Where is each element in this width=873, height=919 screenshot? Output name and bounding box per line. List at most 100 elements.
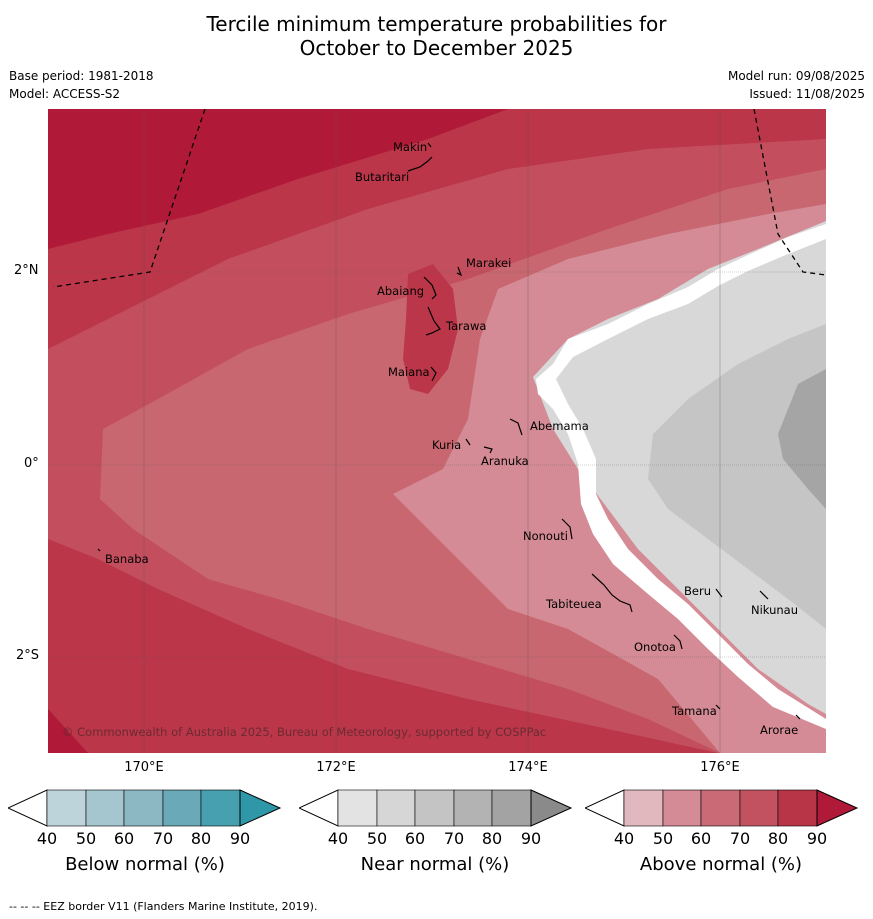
cbar-near-title: Near normal (%) bbox=[360, 854, 510, 875]
island-tabiteuea bbox=[591, 573, 633, 613]
label-onotoa: Onotoa bbox=[634, 640, 676, 654]
island-abemama bbox=[509, 418, 523, 436]
lat-label-0: 0° bbox=[24, 456, 39, 471]
white-boundary bbox=[536, 224, 826, 729]
lon-label-174e: 174°E bbox=[508, 760, 548, 775]
cbar-above-tick-40: 40 bbox=[613, 829, 635, 848]
cbar-below-tick-60: 60 bbox=[113, 829, 135, 848]
cbar-near-tick-60: 60 bbox=[404, 829, 426, 848]
cbar-below-title: Below normal (%) bbox=[65, 854, 225, 875]
copyright-notice: © Commonwealth of Australia 2025, Bureau… bbox=[62, 725, 547, 739]
region-above-90-south bbox=[48, 709, 88, 753]
island-maiana bbox=[430, 366, 437, 382]
island-nikunau bbox=[759, 590, 769, 600]
label-arorae: Arorae bbox=[760, 723, 798, 737]
label-marakei: Marakei bbox=[466, 256, 511, 270]
cbar-above-min-arrow bbox=[585, 789, 625, 827]
island-makin bbox=[427, 142, 432, 148]
cbar-below-tick-70: 70 bbox=[152, 829, 174, 848]
cbar-below-tick-50: 50 bbox=[75, 829, 97, 848]
colorbar-near-normal bbox=[299, 789, 573, 827]
label-beru: Beru bbox=[684, 584, 711, 598]
cbar-above-tick-80: 80 bbox=[767, 829, 789, 848]
island-tarawa bbox=[425, 306, 441, 336]
label-tamana: Tamana bbox=[671, 704, 717, 718]
cbar-near-tick-80: 80 bbox=[481, 829, 503, 848]
label-maiana: Maiana bbox=[388, 365, 430, 379]
island-marakei bbox=[456, 266, 463, 277]
label-butaritari: Butaritari bbox=[355, 170, 409, 184]
cbar-below-tick-80: 80 bbox=[190, 829, 212, 848]
island-tamana bbox=[715, 704, 721, 710]
cbar-above-tick-90: 90 bbox=[806, 829, 828, 848]
base-period: Base period: 1981-2018 bbox=[9, 69, 154, 83]
cbar-near-tick-70: 70 bbox=[443, 829, 465, 848]
cbar-near-tick-40: 40 bbox=[327, 829, 349, 848]
label-nonouti: Nonouti bbox=[523, 529, 568, 543]
label-nikunau: Nikunau bbox=[751, 603, 798, 617]
cbar-below-seg-3 bbox=[162, 789, 202, 827]
issued-date: Issued: 11/08/2025 bbox=[749, 87, 865, 101]
region-near-50 bbox=[648, 324, 826, 629]
lat-label-2n: 2°N bbox=[14, 263, 39, 278]
cbar-near-seg-4 bbox=[491, 789, 532, 827]
title-line-1: Tercile minimum temperature probabilitie… bbox=[206, 12, 667, 36]
lon-label-170e: 170°E bbox=[124, 760, 164, 775]
island-onotoa bbox=[673, 634, 683, 650]
label-abemama: Abemama bbox=[530, 419, 589, 433]
region-near-60 bbox=[778, 369, 826, 509]
cbar-above-title: Above normal (%) bbox=[639, 854, 803, 875]
cbar-below-seg-1 bbox=[85, 789, 125, 827]
model-run: Model run: 09/08/2025 bbox=[727, 69, 865, 83]
cbar-near-seg-3 bbox=[453, 789, 493, 827]
cbar-below-seg-4 bbox=[200, 789, 241, 827]
cbar-below-seg-0 bbox=[46, 789, 87, 827]
cbar-near-seg-0 bbox=[337, 789, 378, 827]
region-above-80-tarawa bbox=[403, 264, 458, 394]
cbar-near-tick-90: 90 bbox=[520, 829, 542, 848]
cbar-near-seg-1 bbox=[376, 789, 416, 827]
title-line-2: October to December 2025 bbox=[299, 36, 574, 60]
island-aranuka bbox=[483, 446, 493, 454]
label-kuria: Kuria bbox=[432, 438, 461, 452]
island-butaritari bbox=[407, 156, 433, 172]
map-title: Tercile minimum temperature probabilitie… bbox=[0, 12, 873, 60]
cbar-near-seg-2 bbox=[414, 789, 455, 827]
label-aranuka: Aranuka bbox=[481, 454, 529, 468]
graticule bbox=[48, 109, 826, 753]
island-nonouti bbox=[561, 518, 573, 540]
cbar-above-seg-4 bbox=[777, 789, 818, 827]
island-beru bbox=[715, 588, 723, 598]
colorbar-above-normal bbox=[585, 789, 859, 827]
island-kuria bbox=[465, 438, 471, 446]
cbar-above-seg-1 bbox=[662, 789, 702, 827]
lat-label-2s: 2°S bbox=[16, 648, 40, 663]
cbar-above-seg-3 bbox=[739, 789, 779, 827]
cbar-below-tick-40: 40 bbox=[36, 829, 58, 848]
label-makin: Makin bbox=[393, 140, 427, 154]
lon-label-176e: 176°E bbox=[700, 760, 740, 775]
meta-right: Model run: 09/08/2025 Issued: 11/08/2025 bbox=[728, 67, 865, 103]
island-arorae bbox=[795, 714, 801, 720]
cbar-below-tick-90: 90 bbox=[229, 829, 251, 848]
cbar-above-seg-0 bbox=[623, 789, 664, 827]
cbar-above-tick-50: 50 bbox=[652, 829, 674, 848]
lon-label-172e: 172°E bbox=[316, 760, 356, 775]
cbar-below-max-arrow bbox=[239, 789, 282, 827]
place-labels: Makin Butaritari Marakei Abaiang Tarawa … bbox=[105, 140, 798, 737]
cbar-above-tick-60: 60 bbox=[690, 829, 712, 848]
islands bbox=[97, 142, 801, 720]
cbar-below-seg-2 bbox=[123, 789, 164, 827]
eez-footnote: -- -- -- EEZ border V11 (Flanders Marine… bbox=[9, 900, 318, 913]
map-area: Makin Butaritari Marakei Abaiang Tarawa … bbox=[48, 109, 826, 753]
model-name: Model: ACCESS-S2 bbox=[9, 87, 121, 101]
cbar-near-max-arrow bbox=[530, 789, 573, 827]
region-above-90-north bbox=[48, 109, 508, 249]
meta-left: Base period: 1981-2018 Model: ACCESS-S2 bbox=[9, 67, 154, 103]
label-tabiteuea: Tabiteuea bbox=[545, 597, 602, 611]
island-abaiang bbox=[423, 276, 437, 300]
cbar-above-seg-2 bbox=[700, 789, 741, 827]
label-banaba: Banaba bbox=[105, 552, 149, 566]
cbar-above-max-arrow bbox=[816, 789, 859, 827]
island-banaba bbox=[97, 548, 101, 552]
